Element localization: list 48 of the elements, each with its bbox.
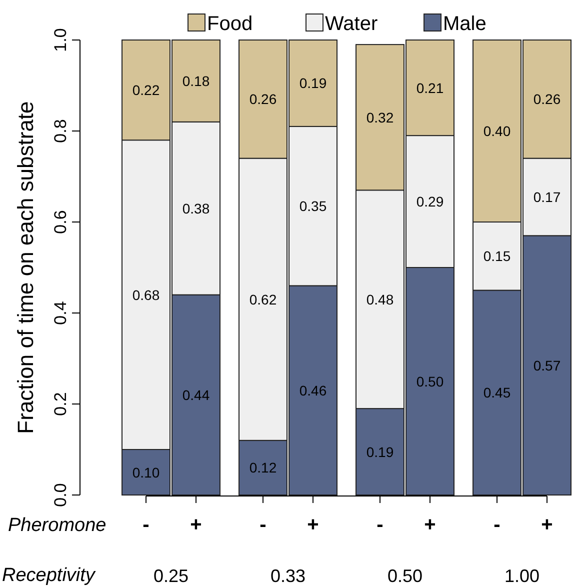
data-label: 0.68: [132, 286, 160, 303]
data-label: 0.10: [132, 464, 160, 480]
x-tick-label: -: [260, 514, 266, 536]
data-label: 0.15: [483, 248, 511, 264]
x-tick-label: +: [190, 514, 202, 536]
data-label: 0.40: [483, 123, 511, 139]
text: 1.00: [504, 566, 540, 586]
data-label: 0.44: [182, 386, 210, 403]
data-label: 0.38: [182, 200, 210, 216]
data-label: 0.57: [533, 357, 561, 374]
legend-label: Male: [443, 13, 486, 35]
text: 0.50: [387, 566, 423, 586]
data-label: 0.21: [416, 80, 444, 96]
data-label: 0.46: [299, 382, 327, 398]
y-tick-label: 1.0: [51, 28, 70, 52]
x-tick-label: +: [424, 514, 436, 536]
x-tick-label: +: [307, 514, 319, 536]
text: Pheromone: [8, 515, 106, 536]
data-label: 0.32: [366, 109, 394, 126]
legend-label: Food: [207, 13, 253, 35]
y-tick-label: 0.8: [51, 119, 70, 143]
data-label: 0.17: [533, 188, 561, 205]
data-label: 0.35: [299, 198, 327, 214]
data-label: 0.18: [182, 72, 210, 89]
data-label: 0.29: [416, 194, 444, 210]
data-label: 0.22: [132, 82, 160, 98]
y-tick-label: 0.2: [51, 392, 70, 416]
data-label: 0.19: [299, 75, 327, 92]
y-tick-label: 0.4: [51, 301, 70, 325]
data-label: 0.45: [483, 384, 511, 401]
y-tick-label: 0.6: [51, 210, 70, 234]
data-label: 0.19: [366, 444, 394, 460]
y-axis-title: Fraction of time on each substrate: [13, 101, 38, 434]
data-label: 0.26: [249, 91, 277, 108]
x-tick-label: +: [541, 514, 553, 536]
data-label: 0.12: [249, 460, 277, 476]
text: Receptivity: [2, 565, 96, 586]
data-label: 0.26: [533, 91, 561, 108]
legend-label: Water: [325, 13, 378, 35]
data-label: 0.50: [416, 373, 444, 390]
x-tick-label: -: [494, 514, 500, 536]
data-label: 0.62: [249, 291, 277, 308]
text: 0.33: [270, 566, 306, 586]
x-tick-label: -: [376, 514, 384, 536]
x-tick-label: -: [142, 514, 150, 536]
data-label: 0.48: [366, 291, 394, 308]
text: 0.25: [153, 566, 189, 586]
y-tick-label: 0.0: [51, 483, 70, 507]
